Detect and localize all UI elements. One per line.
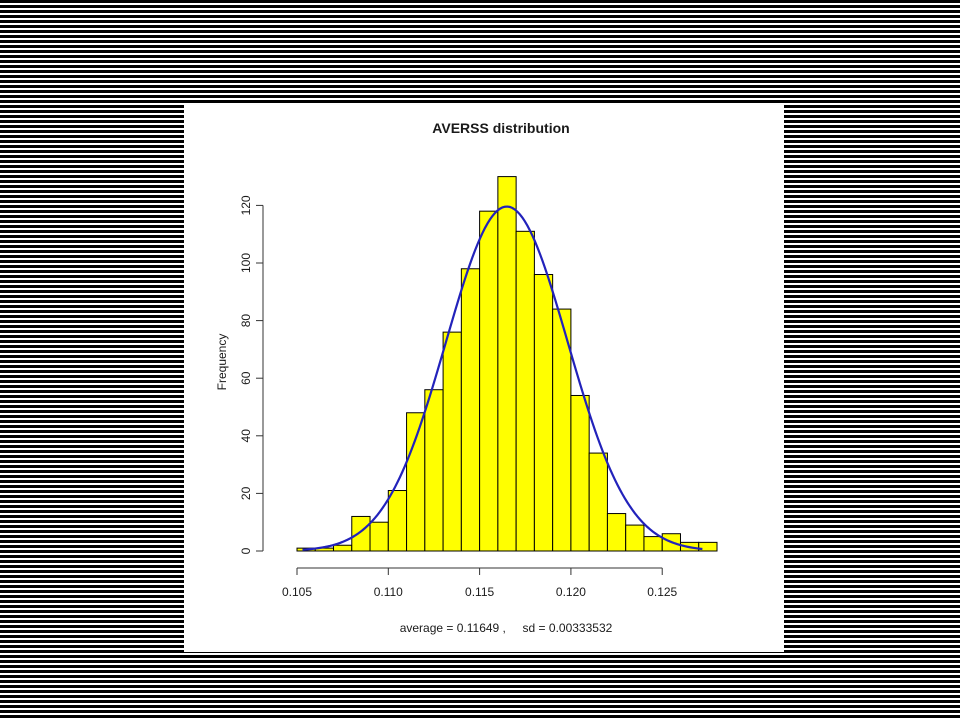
x-axis: 0.105 0.110 0.115 0.120 0.125 — [282, 567, 678, 599]
histogram-bar — [442, 331, 462, 552]
histogram-bar — [533, 274, 554, 552]
histogram-bar — [424, 389, 444, 552]
y-tick-label: 100 — [239, 253, 253, 273]
y-tick-label: 20 — [239, 486, 253, 500]
chart-title: AVERSS distribution — [432, 120, 569, 136]
histogram-bar — [387, 490, 408, 552]
y-axis-label: Frequency — [215, 334, 229, 391]
histogram-bar — [497, 176, 517, 552]
x-tick-label: 0.125 — [647, 585, 677, 599]
x-tick-label: 0.110 — [374, 585, 403, 599]
histogram-bar — [625, 524, 645, 552]
chart-panel: AVERSS distribution 0.105 0.110 0.115 0.120… — [184, 104, 784, 652]
x-axis-label: average = 0.11649 , sd = 0.00333532 — [400, 621, 613, 635]
histogram-bar — [351, 515, 371, 552]
histogram-bar — [460, 268, 481, 552]
histogram-bar — [479, 210, 499, 552]
histogram-chart: AVERSS distribution 0.105 0.110 0.115 0.120… — [215, 120, 718, 635]
y-tick-label: 80 — [239, 314, 253, 328]
bars-group — [296, 176, 718, 552]
y-tick-label: 60 — [239, 371, 253, 385]
histogram-bar — [570, 394, 590, 552]
histogram-bar — [333, 544, 353, 552]
histogram-bar — [515, 230, 535, 552]
y-axis: 0 20 40 60 80 100 120 — [239, 195, 264, 554]
x-tick-label: 0.120 — [556, 585, 586, 599]
histogram-bar — [369, 521, 389, 552]
histogram-bar — [606, 513, 627, 552]
y-tick-label: 120 — [239, 195, 253, 215]
histogram-bar — [643, 536, 663, 552]
x-tick-label: 0.115 — [465, 585, 494, 599]
x-tick-label: 0.105 — [282, 585, 312, 599]
y-tick-label: 40 — [239, 429, 253, 443]
histogram-bar — [588, 452, 608, 552]
histogram-bar — [698, 541, 718, 552]
y-tick-label: 0 — [239, 547, 253, 554]
density-curve — [302, 205, 703, 551]
histogram-bar — [406, 412, 426, 552]
